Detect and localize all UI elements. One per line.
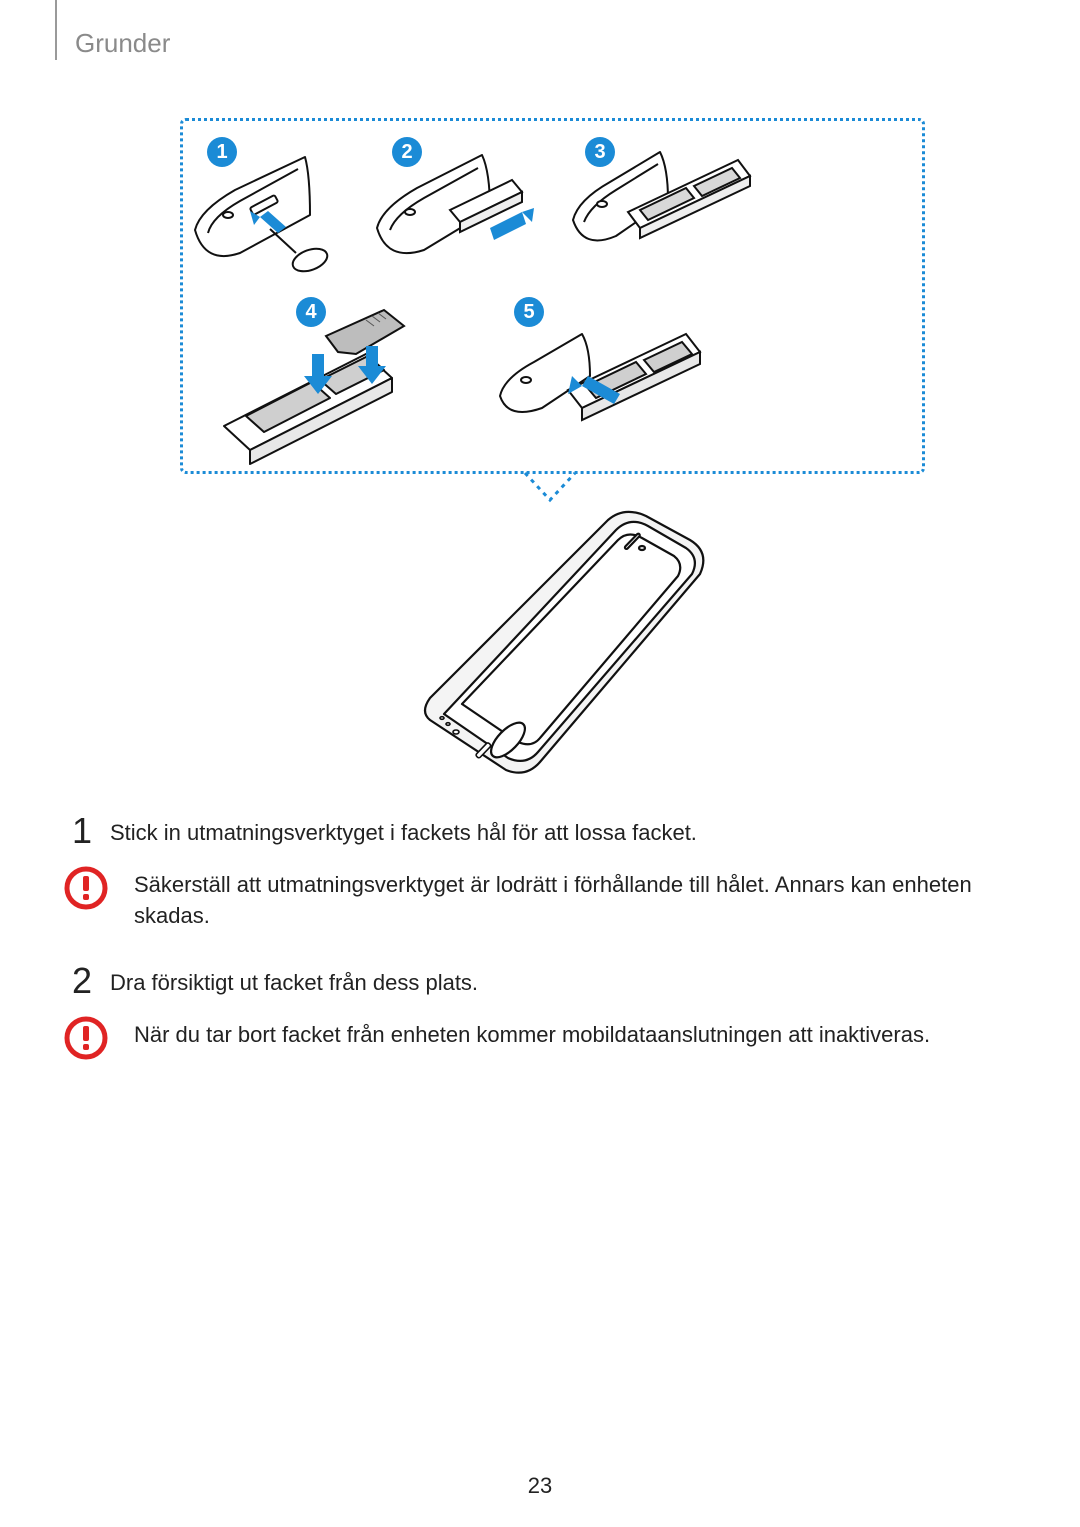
- page-number: 23: [0, 1473, 1080, 1499]
- step-1: 1 Stick in utmatningsverktyget i fackets…: [64, 810, 1020, 852]
- header-rule: [55, 0, 57, 60]
- warning-1: Säkerställ att utmatningsverktyget är lo…: [64, 866, 1020, 932]
- step-number: 1: [64, 810, 92, 852]
- section-header: Grunder: [75, 28, 170, 59]
- device-illustration: [390, 490, 730, 790]
- warning-2: När du tar bort facket från enheten komm…: [64, 1016, 1020, 1060]
- warning-text: Säkerställ att utmatningsverktyget är lo…: [134, 866, 1020, 932]
- step-2: 2 Dra försiktigt ut facket från dess pla…: [64, 960, 1020, 1002]
- step-text: Dra försiktigt ut facket från dess plats…: [110, 960, 478, 998]
- manual-page: Grunder 1 2 3 4 5: [0, 0, 1080, 1527]
- illus-step-1: [190, 155, 360, 295]
- step-text: Stick in utmatningsverktyget i fackets h…: [110, 810, 697, 848]
- illus-step-5: [496, 308, 716, 458]
- illus-step-2: [372, 150, 562, 290]
- warning-icon: [64, 1016, 108, 1060]
- warning-icon: [64, 866, 108, 910]
- illus-step-3: [568, 140, 768, 290]
- step-number: 2: [64, 960, 92, 1002]
- warning-text: När du tar bort facket från enheten komm…: [134, 1016, 930, 1051]
- illus-step-4: [216, 306, 446, 466]
